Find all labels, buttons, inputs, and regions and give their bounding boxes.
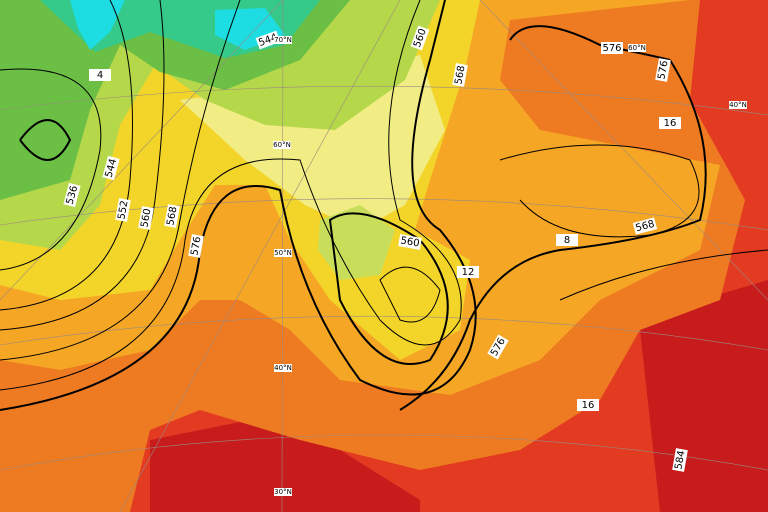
graticule-line bbox=[0, 198, 768, 231]
latitude-label: 40°N bbox=[729, 101, 747, 109]
contour-label-box bbox=[164, 204, 180, 228]
contour-label-box bbox=[138, 206, 154, 230]
contour-line bbox=[559, 249, 768, 301]
contour-line bbox=[379, 266, 441, 323]
contour-label: 560 bbox=[400, 235, 421, 249]
contour-label-box bbox=[115, 198, 131, 222]
latitude-label-box bbox=[729, 101, 747, 109]
graticule-line bbox=[0, 315, 768, 351]
latitude-label-box bbox=[274, 488, 292, 496]
contour-label: 552 bbox=[116, 200, 130, 221]
contour-label: 568 bbox=[165, 206, 179, 227]
contour-line bbox=[0, 68, 102, 271]
latitude-label-box bbox=[274, 249, 292, 257]
contours bbox=[0, 0, 768, 411]
latitude-label: 50°N bbox=[274, 249, 292, 257]
field-region bbox=[150, 420, 420, 512]
latitude-label-box bbox=[273, 141, 291, 149]
contour-label: 568 bbox=[634, 219, 655, 235]
contour-label-box bbox=[632, 217, 658, 235]
contour-label-box bbox=[601, 42, 623, 54]
contour-label: 568 bbox=[453, 65, 467, 86]
latitude-label-box bbox=[274, 364, 292, 372]
contour-label-box bbox=[672, 448, 688, 472]
contour-label: 584 bbox=[673, 450, 687, 471]
graticule-line bbox=[0, 0, 284, 301]
graticule-line bbox=[479, 0, 768, 301]
contour-label-box bbox=[556, 234, 578, 246]
contour-line bbox=[0, 0, 165, 331]
contour-line bbox=[399, 59, 707, 411]
contour-label-box bbox=[452, 63, 468, 87]
contour-label: 576 bbox=[189, 236, 203, 257]
contour-label-box bbox=[659, 117, 681, 129]
contour-label-box bbox=[655, 58, 671, 82]
contour-label-box bbox=[63, 182, 81, 208]
field-region bbox=[70, 0, 125, 50]
contour-label-box bbox=[577, 399, 599, 411]
contour-label-box bbox=[102, 155, 120, 181]
contour-label-box bbox=[89, 69, 111, 81]
field-region bbox=[318, 205, 395, 280]
field-region bbox=[0, 0, 350, 200]
latitude-label: 60°N bbox=[628, 44, 646, 52]
contour-line bbox=[0, 0, 133, 311]
latitude-label: 30°N bbox=[274, 488, 292, 496]
contour-line bbox=[328, 212, 449, 365]
contour-label: 8 bbox=[564, 235, 570, 246]
contour-label: 576 bbox=[602, 43, 621, 54]
contour-label: 544 bbox=[104, 157, 120, 178]
contour-line bbox=[509, 25, 671, 61]
contour-label-box bbox=[188, 234, 204, 258]
latitude-label-box bbox=[274, 36, 292, 44]
contour-label-box bbox=[255, 30, 281, 50]
contour-label-box bbox=[487, 334, 509, 360]
contour-label: 16 bbox=[664, 118, 677, 129]
field-region bbox=[640, 280, 768, 512]
latitude-label: 60°N bbox=[273, 141, 291, 149]
latitude-label: 40°N bbox=[274, 364, 292, 372]
graticule-line bbox=[119, 0, 401, 512]
contour-line bbox=[0, 0, 477, 411]
contour-label: 12 bbox=[462, 267, 475, 278]
contour-label-box bbox=[410, 25, 430, 51]
contour-line bbox=[19, 119, 72, 161]
contour-label: 16 bbox=[582, 400, 595, 411]
graticule-line bbox=[0, 85, 768, 116]
contour-label: 560 bbox=[139, 208, 153, 229]
contour-label: 576 bbox=[656, 60, 670, 81]
graticule-line bbox=[0, 434, 768, 471]
contour-label: 536 bbox=[65, 184, 81, 205]
contour-label-box bbox=[398, 234, 422, 250]
latitude-label-box bbox=[628, 44, 646, 52]
contour-line bbox=[499, 144, 700, 238]
contour-line bbox=[0, 0, 241, 361]
contour-label-box bbox=[457, 266, 479, 278]
contour-line bbox=[0, 0, 462, 391]
latitude-label: 70°N bbox=[274, 36, 292, 44]
contour-label: 4 bbox=[97, 70, 103, 81]
